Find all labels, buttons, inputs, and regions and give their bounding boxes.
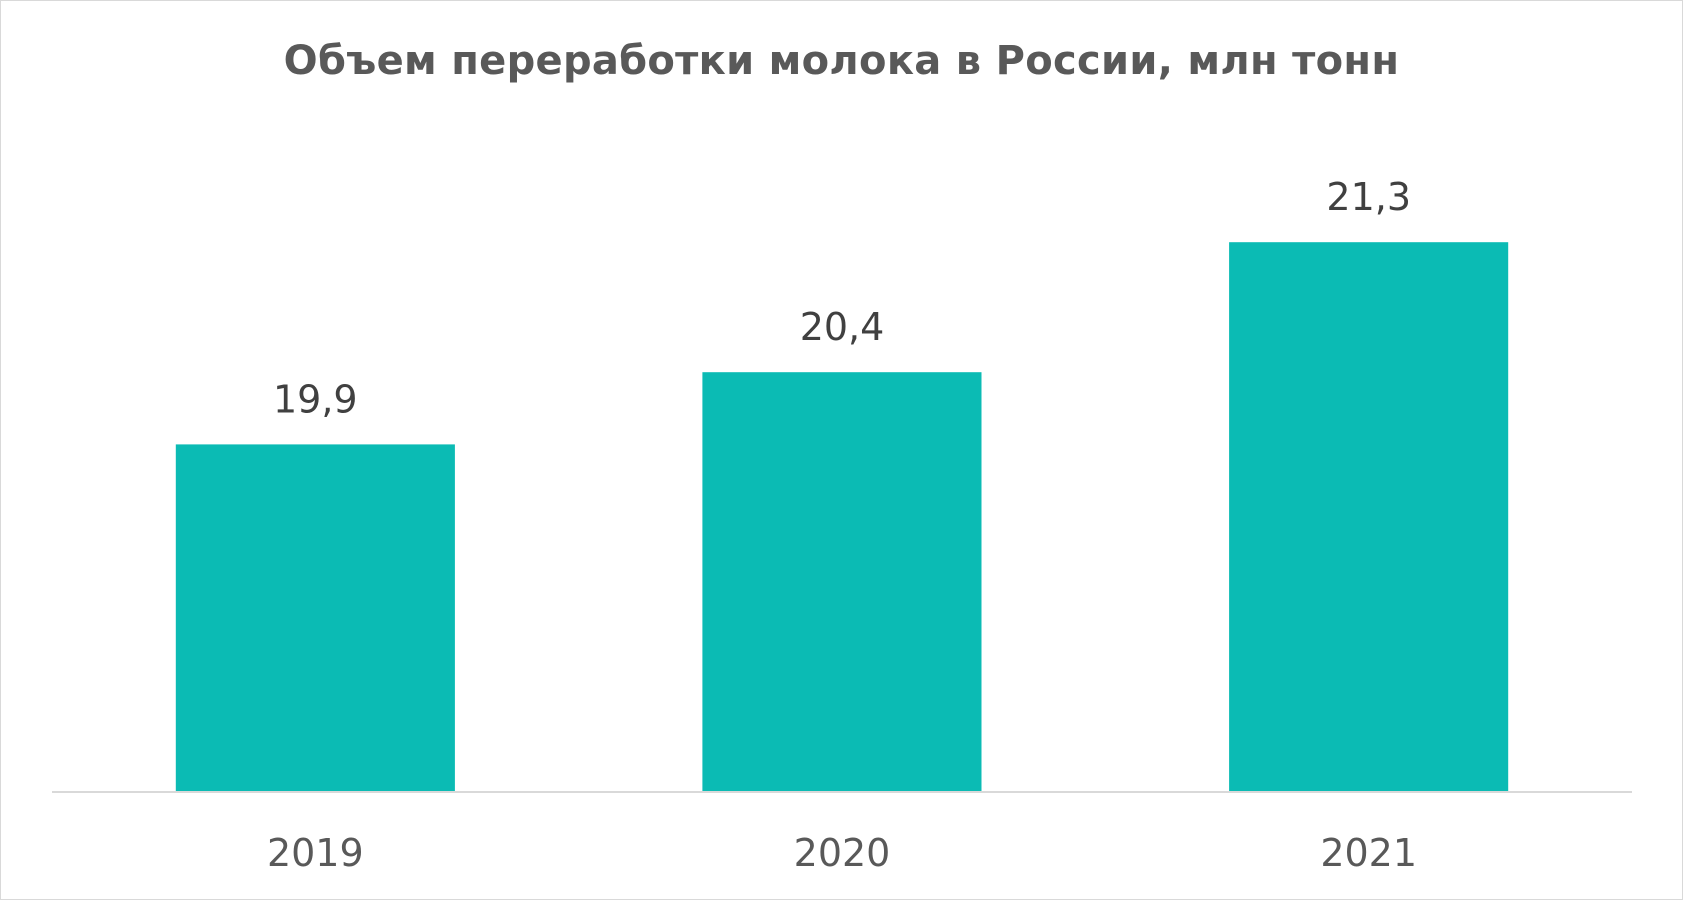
- x-tick-label-2021: 2021: [1320, 831, 1417, 875]
- data-label-2021: 21,3: [1326, 175, 1411, 219]
- bar-2021: [1229, 242, 1509, 791]
- ticks-layer: 2019 2020 2021: [267, 831, 1417, 875]
- data-label-2019: 19,9: [273, 377, 358, 421]
- x-tick-label-2020: 2020: [794, 831, 891, 875]
- bar-2020: [702, 372, 982, 791]
- labels-layer: 19,9 20,4 21,3: [273, 175, 1411, 421]
- data-label-2020: 20,4: [800, 305, 885, 349]
- bars-layer: [175, 242, 1509, 791]
- bar-2019: [175, 444, 455, 791]
- x-tick-label-2019: 2019: [267, 831, 364, 875]
- chart-title: Объем переработки молока в России, млн т…: [283, 38, 1400, 84]
